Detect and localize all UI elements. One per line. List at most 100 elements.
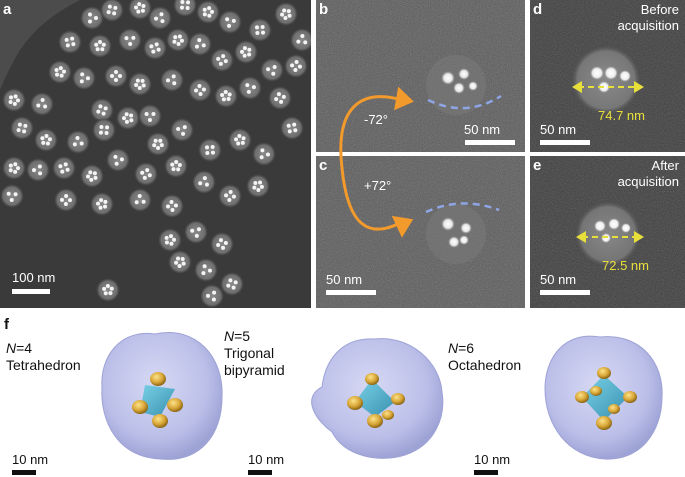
nanoparticle-shell [196, 0, 220, 24]
nanoparticle-shell [168, 250, 192, 274]
structure-1-name: Tetrahedron [6, 357, 81, 373]
gold-core-dot [140, 78, 145, 83]
gold-core-dot [114, 161, 119, 166]
gold-core-dot [98, 104, 103, 109]
gold-core-dot [210, 145, 215, 150]
gold-core-dot [86, 174, 91, 179]
gold-core-dot [237, 134, 242, 139]
gold-core-dot [128, 41, 133, 46]
gold-core-dot [36, 103, 41, 108]
gold-core-dot [93, 175, 98, 180]
panel-a-scalebar-text: 100 nm [12, 270, 56, 285]
gold-core-dot [89, 177, 94, 182]
gold-core-dot [140, 8, 145, 13]
gold-core-dot [176, 41, 181, 46]
nanoparticle-shell [234, 40, 258, 64]
panel-a-label: a [3, 1, 12, 18]
nanoparticle-shell [218, 184, 242, 208]
gold-core-dot [58, 66, 63, 71]
gold-core-dot [221, 54, 226, 59]
nanoparticle-shell [200, 284, 224, 308]
octahedron-render [544, 335, 663, 460]
gold-core-dot [159, 143, 164, 148]
panel-e-note-line1: After [651, 158, 679, 173]
gold-core-dot [103, 204, 108, 209]
gold-core-dot [140, 170, 145, 175]
gold-core-dot [147, 117, 152, 122]
nanoparticle-shell [54, 188, 78, 212]
nanoparticle-shell [248, 18, 272, 42]
tetrahedron-render [101, 332, 223, 460]
structure-2-n-italic: N [224, 328, 235, 344]
panel-e-scalebar [540, 290, 590, 295]
gold-core-dot [276, 92, 281, 97]
gold-core-dot [266, 67, 271, 72]
structure-2-scalebar-text: 10 nm [248, 452, 285, 467]
gold-core-dot [9, 197, 14, 202]
panel-c-label: c [319, 157, 328, 174]
gold-core-dot [228, 190, 233, 195]
gold-core-dot [101, 111, 106, 116]
gold-core-dot [194, 233, 199, 238]
nanoparticle-shell [90, 98, 114, 122]
gold-core-dot [196, 227, 201, 232]
gold-core-dot [231, 18, 236, 23]
panel-d-note: Before acquisition [618, 2, 679, 34]
nanoparticle-shell [220, 272, 244, 296]
gold-core-dot [194, 88, 199, 93]
gold-core-dot [124, 119, 129, 124]
gold-core-dot [303, 40, 308, 45]
panel-b-scalebar [465, 140, 515, 145]
nanoparticle-shell [26, 158, 50, 182]
gold-core-dot [293, 128, 298, 133]
gold-core-dot [8, 168, 13, 173]
gold-core-dot [246, 89, 251, 94]
gold-core-dot [224, 193, 229, 198]
gold-core-dot [98, 205, 103, 210]
panel-e-label: e [533, 157, 542, 174]
gold-core-dot [171, 237, 176, 242]
structure-1-n: N=4 [6, 340, 81, 357]
gold-core-dot [205, 145, 210, 150]
nanoparticle-shell [268, 86, 292, 110]
gold-core-dot [135, 78, 140, 83]
gold-core-dot [6, 191, 11, 196]
gold-core-dot [134, 5, 139, 10]
gold-core-dot [202, 176, 207, 181]
gold-core-dot [109, 286, 114, 291]
nanoparticle-shell [104, 64, 128, 88]
gold-core-dot [207, 13, 212, 18]
panel-d-image [530, 0, 685, 152]
gold-core-dot [44, 134, 49, 139]
gold-core-dot [245, 83, 250, 88]
panel-a-image [0, 0, 311, 308]
structure-3-n-value: =6 [458, 340, 475, 356]
gold-core-dot [247, 47, 252, 52]
gold-core-dot [129, 118, 134, 123]
gold-core-dot [166, 78, 171, 83]
panel-d: d Before acquisition 74.7 nm 50 nm [530, 0, 685, 152]
gold-core-dot [297, 64, 302, 69]
gold-core-dot [216, 56, 221, 61]
gold-core-dot [113, 5, 118, 10]
nanoparticle-shell [166, 28, 190, 52]
gold-core-dot [72, 142, 77, 147]
gold-core-dot [220, 93, 225, 98]
nanoparticle-shell [260, 58, 284, 82]
gold-core-dot [61, 69, 66, 74]
structure-3-text: N=6 Octahedron [448, 340, 521, 374]
panel-c: c +72° 50 nm [316, 156, 525, 308]
gold-core-dot [223, 59, 228, 64]
gold-core-dot [43, 104, 48, 109]
gold-core-dot [103, 291, 108, 296]
gold-core-dot [198, 181, 203, 186]
nanoparticle-shell [66, 130, 90, 154]
gold-core-dot [106, 10, 111, 15]
gold-core-dot [79, 79, 84, 84]
panel-b-image [316, 0, 525, 152]
gold-core-dot [114, 70, 119, 75]
gold-core-dot [197, 38, 202, 43]
panel-d-diameter: 74.7 nm [598, 108, 645, 123]
structure-3-n-italic: N [448, 340, 459, 356]
gold-core-dot [231, 285, 236, 290]
